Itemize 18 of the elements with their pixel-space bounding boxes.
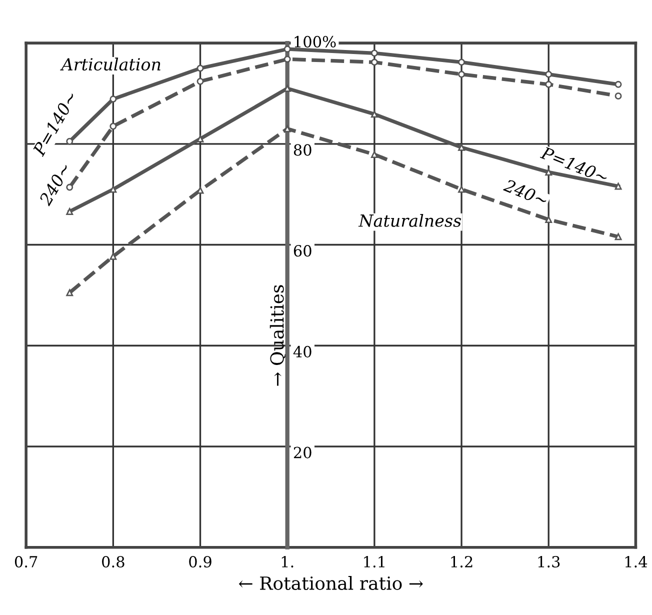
x-tick-label: 1.1 [364, 556, 384, 568]
y-tick-label: 80 [294, 144, 312, 156]
y-tick-label: 20 [294, 446, 312, 458]
y-axis-title: → Qualities [270, 285, 286, 386]
x-tick-label: 1.3 [538, 556, 560, 568]
x-tick-label: 0.7 [14, 556, 38, 568]
x-tick-label: 1.4 [625, 556, 648, 568]
y-tick-label: 100% [294, 36, 336, 48]
x-tick-label: 0.8 [102, 556, 124, 568]
x-tick-label: 1. [282, 556, 294, 568]
annotation: Naturalness [358, 214, 462, 227]
annotation: 240~ [502, 178, 548, 207]
annotation: Articulation [60, 58, 160, 71]
y-tick-label: 40 [293, 346, 312, 358]
x-tick-label: 0.9 [189, 556, 212, 568]
x-tick-label: 1.2 [451, 556, 472, 568]
x-axis-title: ← Rotational ratio → [238, 576, 423, 590]
y-tick-label: 60 [294, 245, 312, 257]
